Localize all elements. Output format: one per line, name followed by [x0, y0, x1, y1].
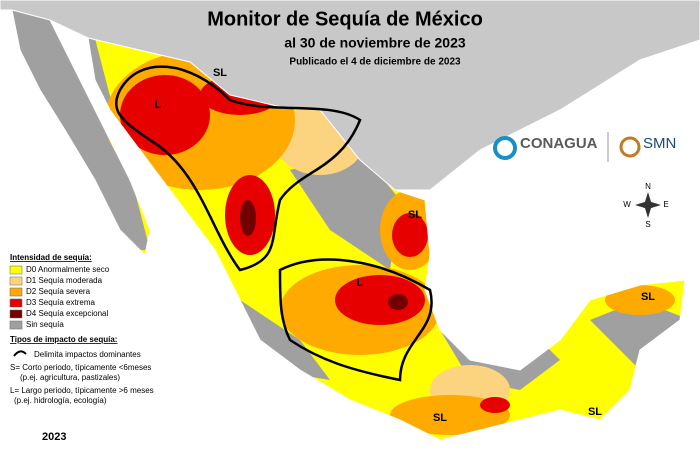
- impact-line: Delimita impactos dominantes: [34, 350, 141, 359]
- compass-w: W: [623, 200, 631, 209]
- legend-label: D1 Sequía moderada: [26, 276, 103, 285]
- impact-long: L= Largo periodo, típicamente >6 meses: [10, 386, 154, 395]
- legend-label: D4 Sequía excepcional: [26, 309, 109, 318]
- smn-icon: [619, 136, 641, 158]
- map-label: SL: [433, 412, 447, 424]
- legend-label: D0 Anormalmente seco: [26, 265, 110, 274]
- map-label: SL: [641, 291, 655, 303]
- legend-title: Intensidad de sequía:: [10, 253, 92, 262]
- legend-swatch: [9, 276, 23, 286]
- legend-label: D2 Sequía severa: [26, 287, 91, 296]
- legend-label: D3 Sequía extrema: [26, 298, 95, 307]
- drought-area: [605, 285, 675, 315]
- conagua-icon: [493, 136, 517, 160]
- year: 2023: [42, 431, 66, 443]
- compass-n: N: [645, 182, 651, 191]
- map-label: L: [155, 99, 162, 111]
- drought-area: [392, 213, 428, 257]
- impact-lines: [115, 65, 433, 382]
- compass: [635, 192, 661, 218]
- compass-e: E: [663, 200, 668, 209]
- legend-swatch: [9, 298, 23, 308]
- smn: SMN: [643, 135, 676, 152]
- map-label: L: [357, 277, 364, 289]
- legend: D0 Anormalmente seco D1 Sequía moderada D2…: [9, 265, 110, 330]
- impact-title: Tipos de impacto de sequía:: [10, 335, 117, 344]
- conagua: CONAGUA: [520, 135, 598, 152]
- impact-symbol: [13, 350, 27, 357]
- map-label: SL: [213, 67, 227, 79]
- drought-area: [480, 397, 510, 413]
- title: Monitor de Sequía de México: [207, 8, 483, 30]
- subtitle: al 30 de noviembre de 2023: [284, 35, 466, 51]
- impact-short: S= Corto periodo, típicamente <6meses: [10, 363, 151, 372]
- legend-swatch: [9, 265, 23, 275]
- drought-area: [388, 294, 408, 310]
- impact-long-note: (p.ej. hidrología, ecología): [14, 396, 107, 405]
- map-label: SL: [588, 406, 602, 418]
- drought-area: [590, 300, 685, 370]
- drought-area: [335, 275, 425, 325]
- legend-swatch: [9, 287, 23, 297]
- map-labels: L SL SL L SL SL SL: [155, 67, 656, 424]
- drought-area: [120, 75, 210, 155]
- legend-swatch: [9, 309, 23, 319]
- impact-short-note: (p.ej. agricultura, pastizales): [20, 373, 120, 382]
- compass-s: S: [645, 220, 650, 229]
- drought-area: [240, 200, 256, 236]
- legend-label: Sin sequía: [26, 320, 64, 329]
- map-label: SL: [408, 209, 422, 221]
- drought-area: [290, 150, 400, 270]
- legend-swatch: [9, 320, 23, 330]
- published: Publicado el 4 de diciembre de 2023: [289, 57, 461, 68]
- drought-area: [240, 300, 330, 380]
